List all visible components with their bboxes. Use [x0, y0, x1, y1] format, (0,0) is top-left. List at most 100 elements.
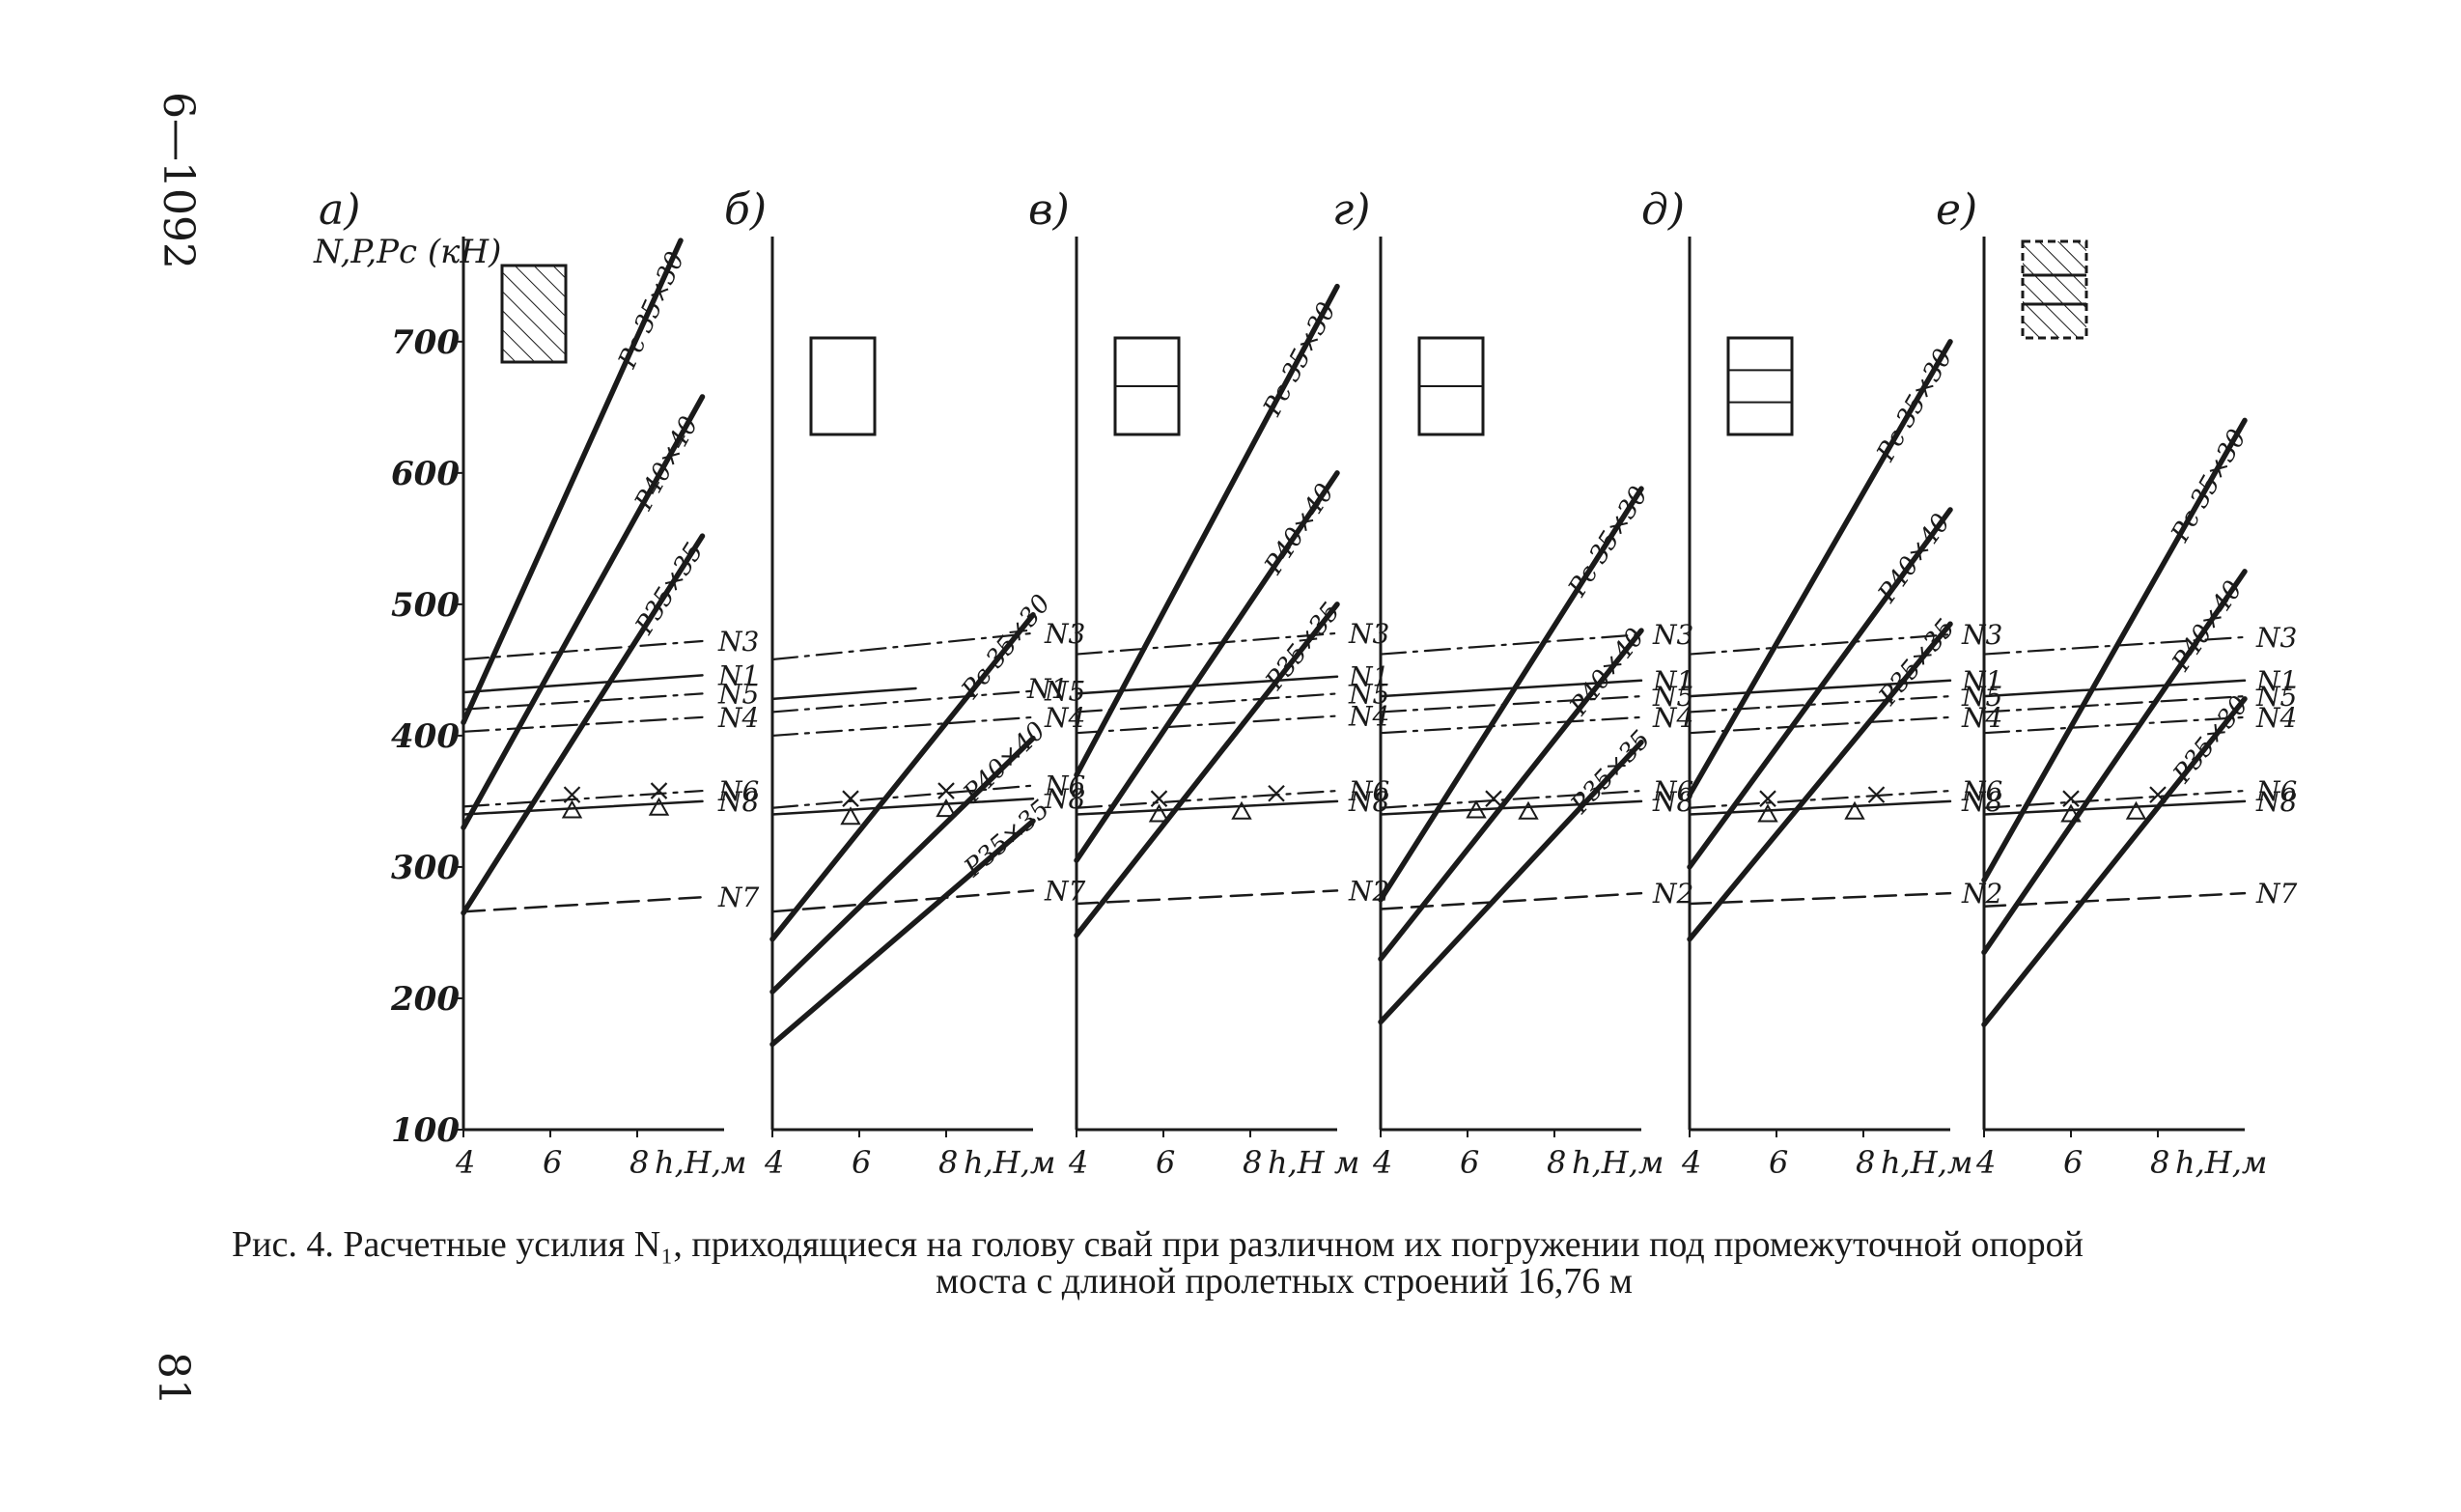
series-line-n3 [1982, 635, 2247, 656]
n-label-n8: N8 [1348, 786, 1389, 818]
marker-cross [1150, 790, 1168, 807]
x-tick-label: 6 [1460, 1144, 1479, 1181]
series-line-n1 [1379, 633, 1643, 656]
marker-triangle [1148, 803, 1170, 823]
x-tick-label: 8 [1856, 1144, 1875, 1181]
series-line-p40-40 [1074, 470, 1340, 863]
marker-cross [2149, 786, 2167, 803]
n-label-n3: N3 [1961, 619, 2002, 651]
marker-cross [650, 782, 668, 799]
series-label-p40-40: P40×40 [1872, 509, 1956, 609]
series-label-p35-35: P35×35 [1565, 725, 1657, 820]
series-line-p35-35 [1074, 602, 1340, 938]
n-label-n3: N3 [717, 626, 759, 658]
series-line-n6 [1982, 789, 2247, 809]
y-axis-label: N,P,Pс (кН) [313, 233, 501, 271]
section-rect [2021, 239, 2088, 340]
x-tick-label: 4 [1681, 1144, 1701, 1181]
series-line-n4 [1688, 715, 1952, 735]
panel-label: а) [319, 185, 360, 235]
panel-label: б) [724, 185, 767, 235]
chart-panel-2: б)4 6 8 h,H,мPс 35×30P40×40P35×35N3N1N5N4N6… [724, 185, 1086, 1181]
x-axis-label: h,H,м [655, 1144, 746, 1181]
n-label-n4: N4 [2255, 702, 2297, 734]
series-line-n8 [1982, 799, 2247, 816]
marker-triangle [1757, 803, 1778, 823]
x-tick-label: 6 [852, 1144, 871, 1181]
series-line-p35-35 [1687, 621, 1953, 942]
x-tick-label: 4 [455, 1144, 475, 1181]
n-label-n2: N2 [1348, 875, 1389, 907]
n-label-n6: N6 [717, 775, 759, 807]
n-label-n1: N1 [1961, 665, 2002, 697]
series-line-n6 [1688, 789, 1952, 809]
n-label-n1: N1 [1348, 661, 1389, 693]
n-label-n3: N3 [1044, 618, 1085, 650]
n-label-n3: N3 [1348, 618, 1389, 650]
cross-section-icon [1113, 336, 1181, 436]
n-label-n6: N6 [1652, 775, 1693, 807]
marker-triangle [1231, 800, 1252, 820]
marker-cross [937, 782, 955, 799]
series-line-p35-35 [769, 818, 1036, 1048]
n-label-n8: N8 [1652, 786, 1693, 818]
y-tick-label: 600 [391, 455, 460, 493]
series-line-pс-35-30 [1074, 283, 1340, 778]
marker-cross [1867, 786, 1886, 803]
series-line-n1 [1688, 679, 1952, 698]
series-line-n4 [461, 715, 704, 733]
marker-triangle [2125, 800, 2147, 820]
x-tick-label: 8 [1243, 1144, 1262, 1181]
y-tick-label: 200 [390, 980, 460, 1019]
n-label-n7: N7 [717, 882, 760, 913]
n-label-n5: N5 [1348, 678, 1389, 710]
x-tick-label: 8 [629, 1144, 649, 1181]
n-label-n4: N4 [1348, 701, 1389, 733]
marker-cross [563, 786, 581, 803]
cross-section-icon [809, 336, 877, 436]
n-label-n5: N5 [717, 678, 759, 710]
panel-label: г) [1332, 185, 1370, 235]
y-tick-label: 300 [391, 849, 460, 887]
series-line-n2 [1075, 889, 1339, 906]
n-label-n5: N5 [2255, 681, 2297, 713]
series-line-n8 [1688, 799, 1952, 816]
n-label-n6: N6 [1961, 775, 2002, 807]
series-line-n5 [1075, 692, 1339, 714]
series-line-pс-35-30 [1687, 339, 1953, 798]
series-line-p40-40 [769, 735, 1036, 994]
n-label-n6: N6 [1348, 775, 1389, 807]
series-line-n3 [770, 631, 1035, 661]
n-label-n4: N4 [1044, 702, 1085, 734]
series-line-p40-40 [461, 394, 706, 830]
series-line-p35-35 [1378, 739, 1644, 1025]
series-line-n3 [1688, 633, 1952, 656]
n-label-n8: N8 [2255, 786, 2297, 818]
caption-line-1: Рис. 4. Расчетные усилия N₁, приходящиес… [232, 1224, 2084, 1265]
n-label-n2: N2 [1652, 878, 1693, 910]
series-line-n6 [770, 784, 1035, 809]
x-axis-label: h,H м [1268, 1144, 1359, 1181]
marker-cross [2062, 790, 2080, 807]
x-tick-label: 6 [2063, 1144, 2083, 1181]
x-axis-label: h,H,м [2175, 1144, 2267, 1181]
x-tick-label: 6 [1156, 1144, 1175, 1181]
series-line-p35-30 [1981, 696, 2248, 1027]
series-line-n1 [1379, 679, 1643, 698]
series-line-n6 [1075, 789, 1339, 809]
x-axis-label: h,H,м [964, 1144, 1055, 1181]
series-line-p40-40 [1981, 569, 2248, 956]
n-label-n4: N4 [1652, 702, 1693, 734]
series-label-pс-35-30: Pс 35×30 [1562, 482, 1654, 602]
series-label-p35-35: P35×35 [629, 538, 709, 640]
series-line-n8 [1379, 799, 1643, 816]
panel-label: е) [1936, 185, 1977, 235]
marker-cross [1759, 790, 1776, 807]
marker-triangle [840, 806, 861, 826]
series-line-n5 [1688, 695, 1952, 714]
series-line-n5 [1982, 695, 2247, 714]
series-line-pс-35-30 [1378, 486, 1644, 903]
n-label-n8: N8 [1961, 786, 2002, 818]
series-line-pс-35-30 [461, 238, 684, 726]
